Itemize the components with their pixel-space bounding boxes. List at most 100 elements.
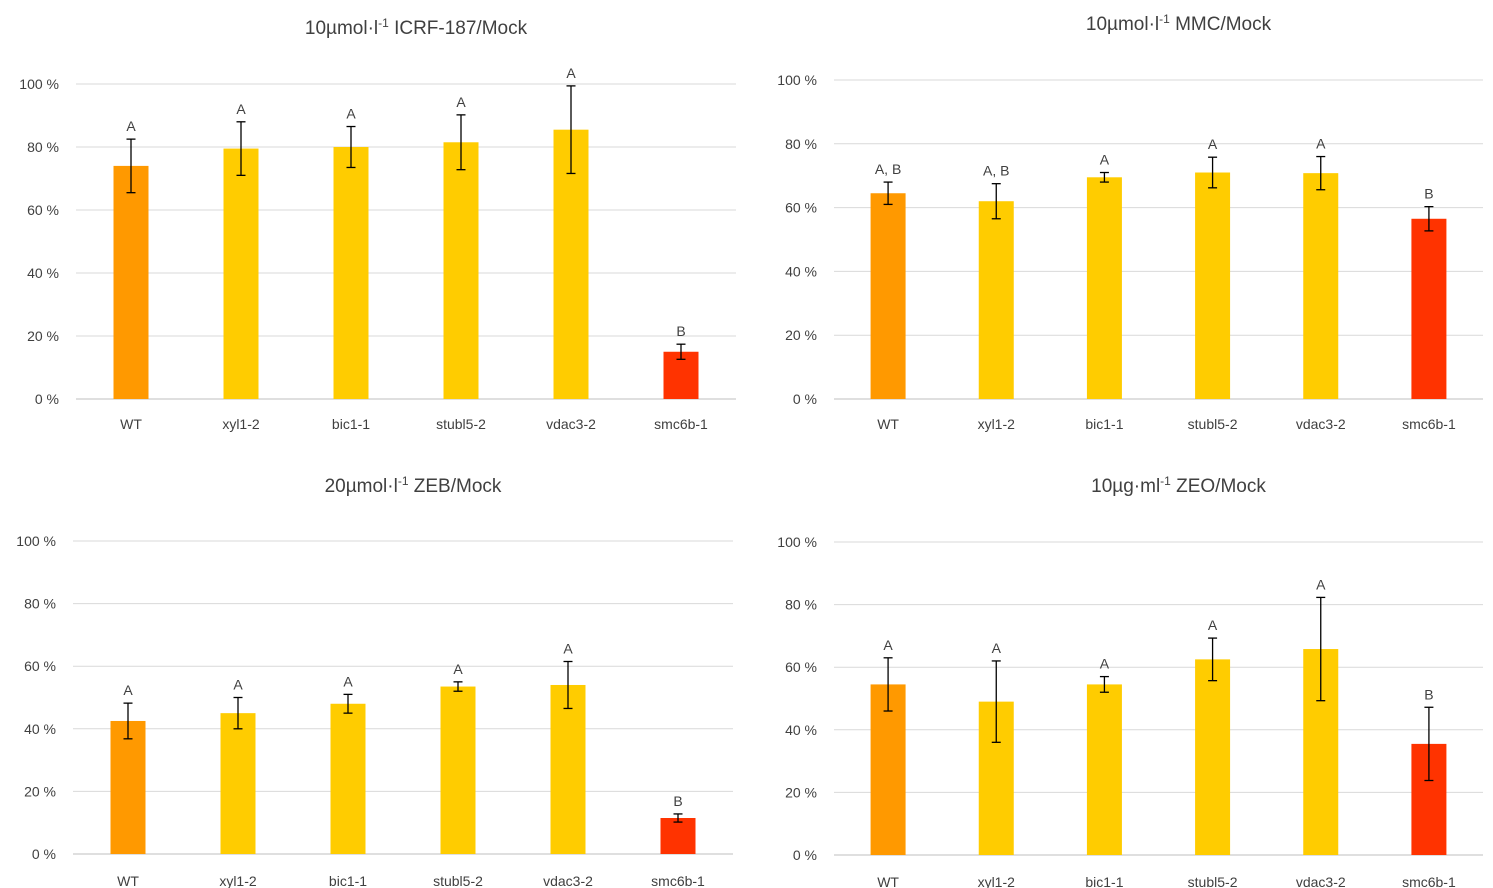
error-bar-icrf187-WT	[126, 138, 136, 194]
sig-label-mmc-WT: A, B	[875, 161, 901, 177]
ytick-label-icrf187-20: 20 %	[27, 328, 59, 344]
sig-label-zeo-WT: A	[883, 637, 893, 653]
error-bar-zeo-WT	[883, 657, 893, 712]
chart-icrf187-svg: 10µmol·l-1 ICRF-187/Mock 0 % 20 % 40 % 60 % 8…	[19, 16, 736, 432]
ytick-label-icrf187-40: 40 %	[27, 265, 59, 281]
sig-label-zeo-xyl1-2: A	[992, 640, 1002, 656]
category-label-icrf187-smc6b-1: smc6b-1	[654, 416, 708, 432]
category-label-icrf187-vdac3-2: vdac3-2	[546, 416, 596, 432]
sig-label-zeb-xyl1-2: A	[233, 677, 243, 693]
sig-label-mmc-stubl5-2: A	[1208, 136, 1218, 152]
error-bar-icrf187-stubl5-2	[456, 114, 466, 171]
category-label-mmc-vdac3-2: vdac3-2	[1296, 416, 1346, 432]
category-label-icrf187-WT: WT	[120, 416, 142, 432]
category-label-zeo-stubl5-2: stubl5-2	[1188, 874, 1238, 888]
chart-zeb-svg: 20µmol·l-1 ZEB/Mock 0 % 20 % 40 % 60 % 80 % 10…	[16, 474, 733, 888]
category-label-zeb-stubl5-2: stubl5-2	[433, 873, 483, 888]
ytick-label-mmc-40: 40 %	[785, 263, 817, 279]
bar-zeo-WT	[870, 684, 906, 855]
bar-zeb-vdac3-2	[550, 684, 586, 854]
sig-label-mmc-bic1-1: A	[1100, 152, 1110, 168]
ytick-label-mmc-60: 60 %	[785, 200, 817, 216]
ytick-label-zeb-60: 60 %	[24, 658, 56, 674]
ytick-label-zeo-0: 0 %	[793, 847, 817, 863]
ytick-label-mmc-20: 20 %	[785, 327, 817, 343]
bar-mmc-WT	[870, 193, 906, 399]
sig-label-icrf187-bic1-1: A	[346, 106, 356, 122]
bar-zeb-smc6b-1	[660, 818, 696, 854]
ytick-label-icrf187-100: 100 %	[19, 76, 59, 92]
sig-label-mmc-vdac3-2: A	[1316, 136, 1326, 152]
ytick-label-zeb-40: 40 %	[24, 721, 56, 737]
ytick-label-zeb-0: 0 %	[32, 846, 56, 862]
ytick-label-icrf187-0: 0 %	[35, 391, 59, 407]
category-label-zeo-smc6b-1: smc6b-1	[1402, 874, 1456, 888]
chart-zeo-svg: 10µg·ml-1 ZEO/Mock 0 % 20 % 40 % 60 % 80 % 100…	[777, 474, 1483, 888]
error-bar-zeo-bic1-1	[1099, 675, 1109, 693]
error-bar-mmc-smc6b-1	[1424, 205, 1434, 232]
error-bar-icrf187-bic1-1	[346, 125, 356, 169]
ytick-label-zeb-80: 80 %	[24, 596, 56, 612]
sig-label-zeb-smc6b-1: B	[673, 793, 682, 809]
ytick-label-zeo-80: 80 %	[785, 597, 817, 613]
sig-label-zeb-WT: A	[123, 682, 133, 698]
error-bar-zeb-stubl5-2	[453, 681, 463, 692]
bar-zeo-stubl5-2	[1195, 659, 1231, 855]
error-bar-zeo-vdac3-2	[1316, 596, 1326, 702]
sig-label-mmc-smc6b-1: B	[1424, 186, 1433, 202]
bar-icrf187-xyl1-2	[223, 148, 259, 399]
chart-mmc: 10µmol·l-1 MMC/Mock 0 % 20 % 40 % 60 % 80 % 10…	[747, 0, 1493, 444]
bar-mmc-stubl5-2	[1195, 172, 1231, 399]
error-bar-mmc-vdac3-2	[1316, 155, 1326, 191]
error-bar-zeo-xyl1-2	[991, 660, 1001, 743]
error-bar-zeb-WT	[123, 702, 133, 740]
error-bar-mmc-bic1-1	[1099, 171, 1109, 183]
sig-label-zeb-vdac3-2: A	[563, 641, 573, 657]
category-label-zeb-smc6b-1: smc6b-1	[651, 873, 705, 888]
ytick-label-mmc-0: 0 %	[793, 391, 817, 407]
category-label-mmc-bic1-1: bic1-1	[1085, 416, 1123, 432]
ytick-label-zeb-20: 20 %	[24, 783, 56, 799]
chart-title-zeb: 20µmol·l-1 ZEB/Mock	[325, 474, 502, 497]
sig-label-zeo-bic1-1: A	[1100, 656, 1110, 672]
chart-icrf187: 10µmol·l-1 ICRF-187/Mock 0 % 20 % 40 % 60 % 8…	[0, 0, 746, 444]
error-bar-zeb-vdac3-2	[563, 660, 573, 710]
sig-label-zeb-stubl5-2: A	[453, 661, 463, 677]
chart-zeb: 20µmol·l-1 ZEB/Mock 0 % 20 % 40 % 60 % 80 % 10…	[0, 444, 746, 888]
bar-zeb-xyl1-2	[220, 713, 256, 854]
bar-zeb-WT	[110, 720, 146, 854]
category-label-icrf187-xyl1-2: xyl1-2	[222, 416, 260, 432]
chart-mmc-svg: 10µmol·l-1 MMC/Mock 0 % 20 % 40 % 60 % 80 % 10…	[777, 12, 1483, 432]
error-bar-zeo-stubl5-2	[1208, 637, 1218, 682]
sig-label-mmc-xyl1-2: A, B	[983, 163, 1009, 179]
sig-label-zeo-vdac3-2: A	[1316, 576, 1326, 592]
category-label-mmc-smc6b-1: smc6b-1	[1402, 416, 1456, 432]
sig-label-zeo-smc6b-1: B	[1424, 686, 1433, 702]
category-label-mmc-stubl5-2: stubl5-2	[1188, 416, 1238, 432]
sig-label-icrf187-smc6b-1: B	[676, 323, 685, 339]
sig-label-icrf187-WT: A	[126, 118, 136, 134]
bar-icrf187-bic1-1	[333, 147, 369, 399]
category-label-zeo-bic1-1: bic1-1	[1085, 874, 1123, 888]
bar-zeo-bic1-1	[1086, 684, 1122, 855]
category-label-icrf187-bic1-1: bic1-1	[332, 416, 370, 432]
category-label-zeb-xyl1-2: xyl1-2	[219, 873, 257, 888]
bar-mmc-smc6b-1	[1411, 218, 1447, 399]
error-bar-zeo-smc6b-1	[1424, 706, 1434, 782]
category-label-zeb-bic1-1: bic1-1	[329, 873, 367, 888]
category-label-zeo-xyl1-2: xyl1-2	[978, 874, 1016, 888]
category-label-zeo-vdac3-2: vdac3-2	[1296, 874, 1346, 888]
error-bar-icrf187-xyl1-2	[236, 121, 246, 177]
ytick-label-mmc-100: 100 %	[777, 72, 817, 88]
chart-title-icrf187: 10µmol·l-1 ICRF-187/Mock	[305, 16, 528, 39]
bar-icrf187-stubl5-2	[443, 142, 479, 399]
bar-mmc-xyl1-2	[978, 201, 1014, 399]
category-label-mmc-WT: WT	[877, 416, 899, 432]
error-bar-icrf187-vdac3-2	[566, 85, 576, 175]
ytick-label-zeo-60: 60 %	[785, 659, 817, 675]
error-bar-mmc-WT	[883, 181, 893, 206]
bar-zeb-stubl5-2	[440, 686, 476, 854]
sig-label-zeo-stubl5-2: A	[1208, 617, 1218, 633]
bar-mmc-vdac3-2	[1303, 173, 1339, 399]
error-bar-zeb-xyl1-2	[233, 696, 243, 730]
